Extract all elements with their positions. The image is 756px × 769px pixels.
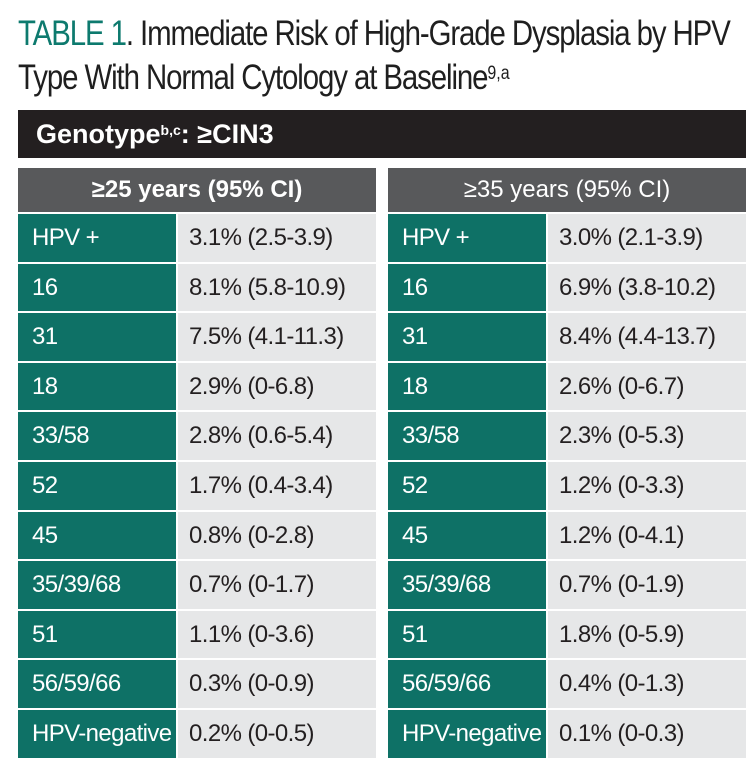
risk-value-cell: 6.9% (3.8-10.2)	[548, 263, 746, 312]
risk-value-cell: 1.2% (0-3.3)	[548, 461, 746, 510]
table-label: TABLE 1	[18, 14, 127, 53]
table-row: 18 2.6% (0-6.7)	[388, 362, 746, 411]
genotype-footnote-marker: b,c	[160, 122, 181, 138]
hpv-type-cell: 33/58	[18, 412, 176, 460]
table-row: HPV-negative 0.2% (0-0.5)	[18, 709, 376, 758]
table-header: ≥25 years (95% CI)	[18, 168, 376, 212]
risk-value-cell: 1.7% (0.4-3.4)	[178, 461, 376, 510]
risk-value-cell: 7.5% (4.1-11.3)	[178, 313, 376, 361]
table-row: 45 1.2% (0-4.1)	[388, 511, 746, 560]
risk-value-cell: 0.8% (0-2.8)	[178, 511, 376, 560]
hpv-type-cell: 51	[388, 610, 546, 659]
risk-value-cell: 3.1% (2.5-3.9)	[178, 214, 376, 262]
hpv-type-cell: 56/59/66	[388, 660, 546, 708]
table-row: 31 7.5% (4.1-11.3)	[18, 313, 376, 361]
table-row: 33/58 2.8% (0.6-5.4)	[18, 412, 376, 460]
table-age-25: ≥25 years (95% CI) HPV +3.1% (2.5-3.9) 16…	[18, 168, 376, 758]
table-row: 35/39/68 0.7% (0-1.7)	[18, 561, 376, 609]
table-row: 45 0.8% (0-2.8)	[18, 511, 376, 560]
hpv-type-cell: 45	[18, 511, 176, 560]
hpv-type-cell: HPV +	[18, 214, 176, 262]
table-row: 52 1.7% (0.4-3.4)	[18, 461, 376, 510]
hpv-type-cell: HPV +	[388, 214, 546, 262]
hpv-type-cell: 35/39/68	[18, 561, 176, 609]
risk-value-cell: 8.4% (4.4-13.7)	[548, 313, 746, 361]
hpv-type-cell: HPV-negative	[388, 709, 546, 758]
risk-value-cell: 0.4% (0-1.3)	[548, 660, 746, 708]
risk-value-cell: 2.9% (0-6.8)	[178, 362, 376, 411]
risk-value-cell: 2.3% (0-5.3)	[548, 412, 746, 460]
table-row: HPV +3.0% (2.1-3.9)	[388, 214, 746, 262]
risk-value-cell: 1.1% (0-3.6)	[178, 610, 376, 659]
table-header: ≥35 years (95% CI)	[388, 168, 746, 212]
risk-value-cell: 0.3% (0-0.9)	[178, 660, 376, 708]
hpv-type-cell: 33/58	[388, 412, 546, 460]
genotype-label: Genotype	[36, 119, 161, 149]
risk-value-cell: 2.8% (0.6-5.4)	[178, 412, 376, 460]
hpv-type-cell: 18	[388, 362, 546, 411]
title-footnote-marker: 9,a	[487, 63, 510, 84]
risk-value-cell: 1.2% (0-4.1)	[548, 511, 746, 560]
hpv-type-cell: 16	[18, 263, 176, 312]
table-row: 16 8.1% (5.8-10.9)	[18, 263, 376, 312]
table-row: 51 1.1% (0-3.6)	[18, 610, 376, 659]
risk-value-cell: 0.2% (0-0.5)	[178, 709, 376, 758]
table-row: 51 1.8% (0-5.9)	[388, 610, 746, 659]
table-row: 18 2.9% (0-6.8)	[18, 362, 376, 411]
risk-value-cell: 0.7% (0-1.7)	[178, 561, 376, 609]
hpv-type-cell: HPV-negative	[18, 709, 176, 758]
risk-value-cell: 0.7% (0-1.9)	[548, 561, 746, 609]
genotype-header-bar: Genotypeb,c: ≥CIN3	[18, 110, 746, 158]
risk-value-cell: 0.1% (0-0.3)	[548, 709, 746, 758]
table-row: 56/59/66 0.4% (0-1.3)	[388, 660, 746, 708]
hpv-type-cell: 16	[388, 263, 546, 312]
hpv-type-cell: 18	[18, 362, 176, 411]
table-row: 52 1.2% (0-3.3)	[388, 461, 746, 510]
table-row: 33/58 2.3% (0-5.3)	[388, 412, 746, 460]
table-row: 31 8.4% (4.4-13.7)	[388, 313, 746, 361]
table-row: 35/39/68 0.7% (0-1.9)	[388, 561, 746, 609]
risk-value-cell: 3.0% (2.1-3.9)	[548, 214, 746, 262]
table-row: HPV-negative 0.1% (0-0.3)	[388, 709, 746, 758]
table-row: 56/59/66 0.3% (0-0.9)	[18, 660, 376, 708]
table-row: 16 6.9% (3.8-10.2)	[388, 263, 746, 312]
hpv-type-cell: 52	[18, 461, 176, 510]
table-row: HPV +3.1% (2.5-3.9)	[18, 214, 376, 262]
hpv-type-cell: 56/59/66	[18, 660, 176, 708]
risk-value-cell: 2.6% (0-6.7)	[548, 362, 746, 411]
table-title: TABLE 1. Immediate Risk of High-Grade Dy…	[18, 12, 756, 100]
table-title-text: . Immediate Risk of High-Grade Dysplasia…	[18, 14, 731, 97]
risk-value-cell: 8.1% (5.8-10.9)	[178, 263, 376, 312]
hpv-type-cell: 45	[388, 511, 546, 560]
hpv-type-cell: 52	[388, 461, 546, 510]
hpv-type-cell: 31	[18, 313, 176, 361]
risk-value-cell: 1.8% (0-5.9)	[548, 610, 746, 659]
genotype-threshold: : ≥CIN3	[180, 119, 274, 149]
hpv-type-cell: 51	[18, 610, 176, 659]
table-age-35: ≥35 years (95% CI) HPV +3.0% (2.1-3.9) 16…	[388, 168, 746, 758]
hpv-type-cell: 35/39/68	[388, 561, 546, 609]
hpv-type-cell: 31	[388, 313, 546, 361]
